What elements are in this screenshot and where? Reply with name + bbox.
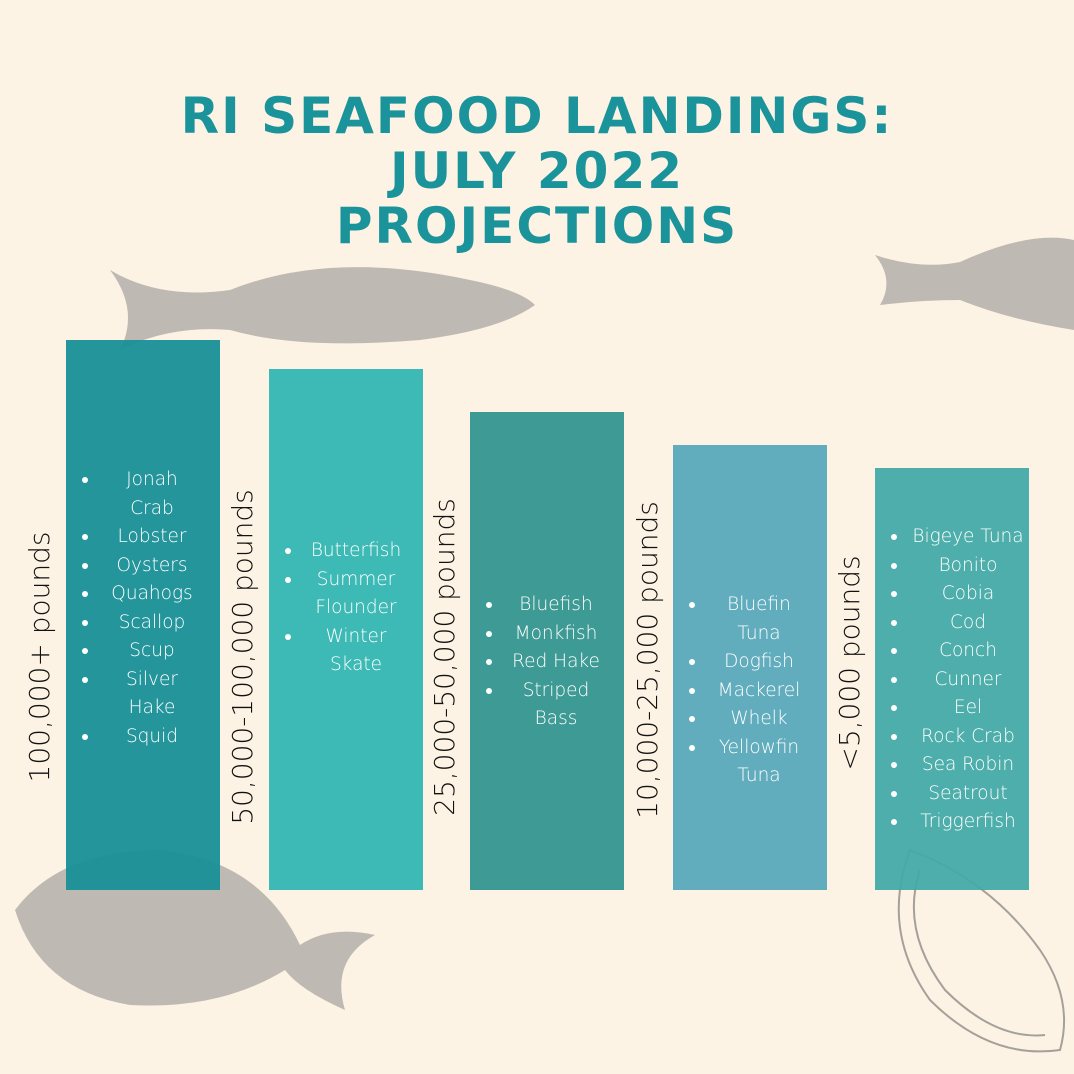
range-label: 50,000-100,000 pounds xyxy=(226,489,259,825)
bar xyxy=(673,445,827,890)
list-item: Sea Robin xyxy=(875,751,1029,780)
list-item: Monkfish xyxy=(470,620,624,649)
list-item: Lobster xyxy=(66,523,220,552)
range-label: 100,000+ pounds xyxy=(23,531,56,783)
title-line: JULY 2022 xyxy=(389,142,685,200)
bar xyxy=(269,369,423,890)
title-line: PROJECTIONS xyxy=(335,197,739,255)
range-label: <5,000 pounds xyxy=(833,555,866,771)
list-item: Scup xyxy=(66,637,220,666)
list-item: Cobia xyxy=(875,580,1029,609)
fish-bottom xyxy=(15,850,375,1010)
item-list: Bluefish Monkfish Red Hake Striped Bass xyxy=(470,591,624,734)
range-label: 10,000-25,000 pounds xyxy=(631,501,664,819)
list-item: Squid xyxy=(66,723,220,752)
list-item: Eel xyxy=(875,694,1029,723)
list-item: Triggerfish xyxy=(875,808,1029,837)
oyster xyxy=(897,848,1066,1053)
list-item: Bigeye Tuna xyxy=(875,523,1029,552)
list-item: Silver Hake xyxy=(66,666,220,723)
list-item: Rock Crab xyxy=(875,723,1029,752)
item-list: Jonah Crab Lobster Oysters Quahogs Scallop Sc… xyxy=(66,466,220,751)
item-list: Butterfish Summer Flounder Winter Skate xyxy=(269,537,423,680)
list-item: Seatrout xyxy=(875,780,1029,809)
list-item: Cunner xyxy=(875,666,1029,695)
list-item: Whelk xyxy=(673,705,827,734)
list-item: Summer Flounder xyxy=(269,566,423,623)
range-label: 25,000-50,000 pounds xyxy=(428,498,461,816)
item-list: Bluefin Tuna Dogfish Mackerel Whelk Yellowfi… xyxy=(673,591,827,791)
list-item: Striped Bass xyxy=(470,677,624,734)
list-item: Oysters xyxy=(66,552,220,581)
item-list: Bigeye Tuna Bonito Cobia Cod Conch Cunner Eel R… xyxy=(875,523,1029,837)
bar xyxy=(470,412,624,890)
list-item: Bonito xyxy=(875,552,1029,581)
list-item: Cod xyxy=(875,609,1029,638)
list-item: Scallop xyxy=(66,609,220,638)
list-item: Mackerel xyxy=(673,677,827,706)
list-item: Quahogs xyxy=(66,580,220,609)
list-item: Yellowfin Tuna xyxy=(673,734,827,791)
fish-top xyxy=(110,267,535,350)
list-item: Red Hake xyxy=(470,648,624,677)
list-item: Jonah Crab xyxy=(66,466,220,523)
fish-right xyxy=(875,237,1074,330)
list-item: Bluefin Tuna xyxy=(673,591,827,648)
list-item: Butterfish xyxy=(269,537,423,566)
bar xyxy=(875,468,1029,890)
title-line: RI SEAFOOD LANDINGS: xyxy=(180,87,894,145)
list-item: Conch xyxy=(875,637,1029,666)
bar xyxy=(66,340,220,890)
list-item: Bluefish xyxy=(470,591,624,620)
list-item: Dogfish xyxy=(673,648,827,677)
list-item: Winter Skate xyxy=(269,623,423,680)
